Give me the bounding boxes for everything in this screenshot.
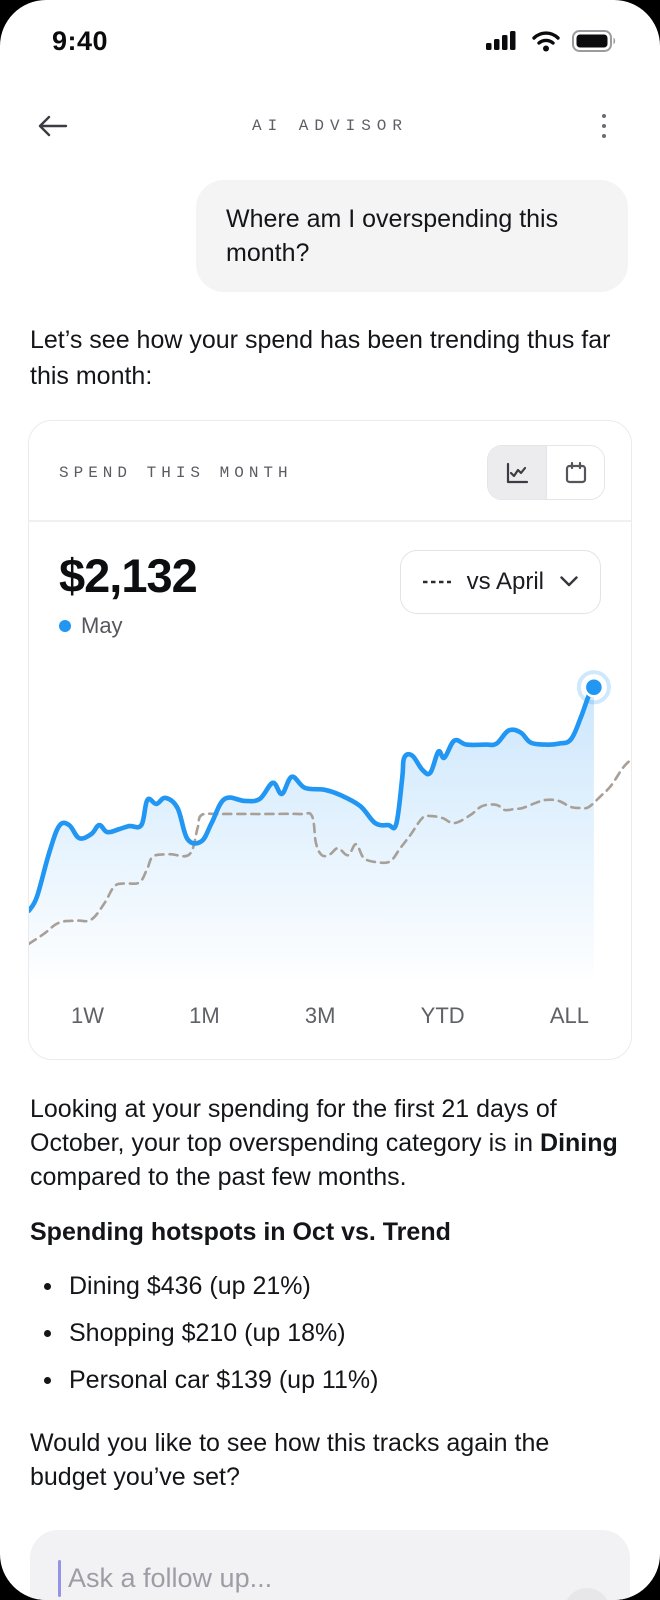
list-item: Shopping $210 (up 18%) (30, 1310, 630, 1357)
calendar-view-button[interactable] (546, 446, 604, 499)
range-tab-3m[interactable]: 3M (304, 1002, 336, 1028)
app-header: AI ADVISOR (0, 102, 660, 150)
wifi-icon (532, 31, 560, 52)
page-title: AI ADVISOR (251, 117, 408, 135)
spend-chart-svg (29, 669, 631, 979)
legend-label: May (81, 612, 123, 638)
card-title: SPEND THIS MONTH (59, 463, 293, 482)
series-legend: May (59, 613, 197, 639)
spend-amount: $2,132 (59, 548, 198, 602)
bullet-icon (44, 1376, 51, 1384)
comparison-line (29, 757, 631, 945)
calendar-icon (565, 461, 586, 483)
endpoint-halo (576, 669, 611, 704)
signal-icon (486, 31, 516, 50)
battery-icon (572, 30, 616, 52)
followup-input[interactable]: Ask a follow up... (30, 1529, 630, 1600)
compare-label: vs April (466, 567, 544, 595)
highlighted-category: Dining (540, 1128, 618, 1157)
input-placeholder: Ask a follow up... (68, 1562, 273, 1593)
status-bar: 9:40 (0, 0, 660, 58)
current-month-line (29, 684, 597, 913)
bullet-icon (44, 1329, 51, 1337)
dashed-line-icon (422, 580, 451, 583)
card-divider (29, 520, 631, 522)
analysis-paragraph: Looking at your spending for the first 2… (30, 1094, 618, 1191)
bullet-icon (44, 1282, 51, 1290)
chevron-down-icon (560, 576, 578, 587)
user-message-bubble: Where am I overspending this month? (196, 180, 628, 292)
range-tabs: 1W 1M 3M YTD ALL (29, 979, 631, 1059)
endpoint-dot (583, 676, 605, 698)
hotspots-heading: Spending hotspots in Oct vs. Trend (30, 1217, 451, 1246)
hotspots-list: Dining $436 (up 21%) Shopping $210 (up 1… (30, 1263, 630, 1404)
range-tab-all[interactable]: ALL (549, 1002, 589, 1028)
line-chart-icon (506, 462, 529, 483)
status-icons (486, 29, 618, 53)
range-tab-1w[interactable]: 1W (71, 1002, 104, 1028)
range-tab-1m[interactable]: 1M (189, 1002, 220, 1028)
compare-dropdown[interactable]: vs April (399, 549, 601, 614)
legend-dot (59, 619, 71, 632)
text-cursor (58, 1559, 61, 1597)
back-button[interactable] (36, 106, 80, 146)
chart-view-button[interactable] (488, 446, 546, 499)
clock: 9:40 (52, 25, 109, 56)
menu-button[interactable] (594, 108, 614, 144)
area-fill (29, 686, 594, 979)
list-item: Dining $436 (up 21%) (30, 1263, 630, 1310)
range-tab-ytd[interactable]: YTD (420, 1002, 465, 1028)
kebab-icon (602, 114, 606, 118)
followup-question: Would you like to see how this tracks ag… (30, 1428, 550, 1491)
spend-chart[interactable] (29, 647, 631, 979)
send-button[interactable] (564, 1587, 610, 1600)
back-arrow-icon (38, 115, 68, 137)
list-item: Personal car $139 (up 11%) (30, 1357, 630, 1404)
view-toggle (487, 445, 605, 500)
spend-card: SPEND THIS MONTH $2,132 (28, 420, 632, 1060)
assistant-intro-text: Let’s see how your spend has been trendi… (30, 326, 611, 390)
